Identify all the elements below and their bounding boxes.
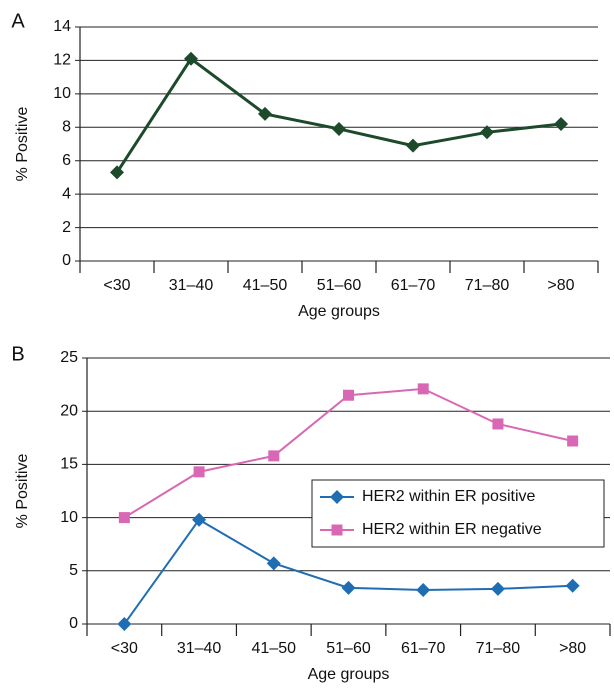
y-axis-title: % Positive [14, 107, 31, 182]
marker [117, 617, 132, 631]
marker [406, 138, 420, 153]
y-tick-label: 2 [62, 219, 71, 236]
panel-label: B [11, 343, 24, 365]
marker [331, 524, 343, 536]
legend-label: HER2 within ER positive [362, 488, 536, 505]
marker [258, 106, 272, 121]
y-tick-label: 20 [60, 402, 78, 419]
y-tick-label: 8 [62, 119, 71, 136]
marker [490, 581, 505, 596]
line [115, 56, 562, 174]
marker [416, 582, 431, 597]
x-tick-label: <30 [111, 640, 138, 657]
y-axis-title: % Positive [14, 454, 31, 529]
marker [492, 418, 504, 430]
x-tick-label: <30 [103, 277, 130, 294]
x-tick-label: 61–70 [401, 640, 446, 657]
x-tick-label: 71–80 [476, 640, 521, 657]
y-tick-label: 10 [53, 85, 71, 102]
marker [110, 165, 124, 180]
x-tick-label: 61–70 [391, 277, 436, 294]
y-tick-label: 12 [53, 52, 71, 69]
legend-label: HER2 within ER negative [362, 521, 542, 538]
marker [268, 450, 280, 462]
marker [118, 512, 130, 524]
x-tick-label: 71–80 [465, 277, 510, 294]
y-tick-label: 10 [60, 509, 78, 526]
marker [341, 580, 356, 595]
x-tick-label: >80 [547, 277, 574, 294]
panel-label: A [11, 10, 25, 32]
x-axis-title: Age groups [298, 303, 380, 320]
y-tick-label: 6 [62, 152, 71, 169]
marker [184, 51, 198, 66]
x-tick-label: 41–50 [243, 277, 288, 294]
marker [565, 578, 580, 593]
x-tick-label: 41–50 [252, 640, 297, 657]
marker [330, 490, 344, 504]
x-tick-label: 31–40 [169, 277, 214, 294]
legend-box [311, 479, 605, 548]
y-tick-label: 4 [62, 185, 71, 202]
y-tick-label: 0 [62, 252, 71, 269]
x-tick-label: 31–40 [177, 640, 222, 657]
marker [193, 466, 205, 478]
marker [343, 389, 354, 401]
y-tick-label: 5 [69, 562, 78, 579]
marker [567, 435, 579, 447]
x-axis-title: Age groups [308, 666, 390, 683]
y-tick-label: 15 [60, 456, 78, 473]
marker [554, 116, 568, 131]
y-tick-label: 25 [60, 349, 78, 366]
marker [192, 512, 207, 527]
marker [480, 125, 494, 140]
x-tick-label: 51–60 [317, 277, 362, 294]
marker [332, 121, 346, 136]
x-tick-label: >80 [559, 640, 586, 657]
y-tick-label: 14 [53, 18, 71, 35]
x-tick-label: 51–60 [326, 640, 371, 657]
marker [266, 556, 281, 571]
marker [417, 383, 429, 395]
y-tick-label: 0 [69, 615, 78, 632]
